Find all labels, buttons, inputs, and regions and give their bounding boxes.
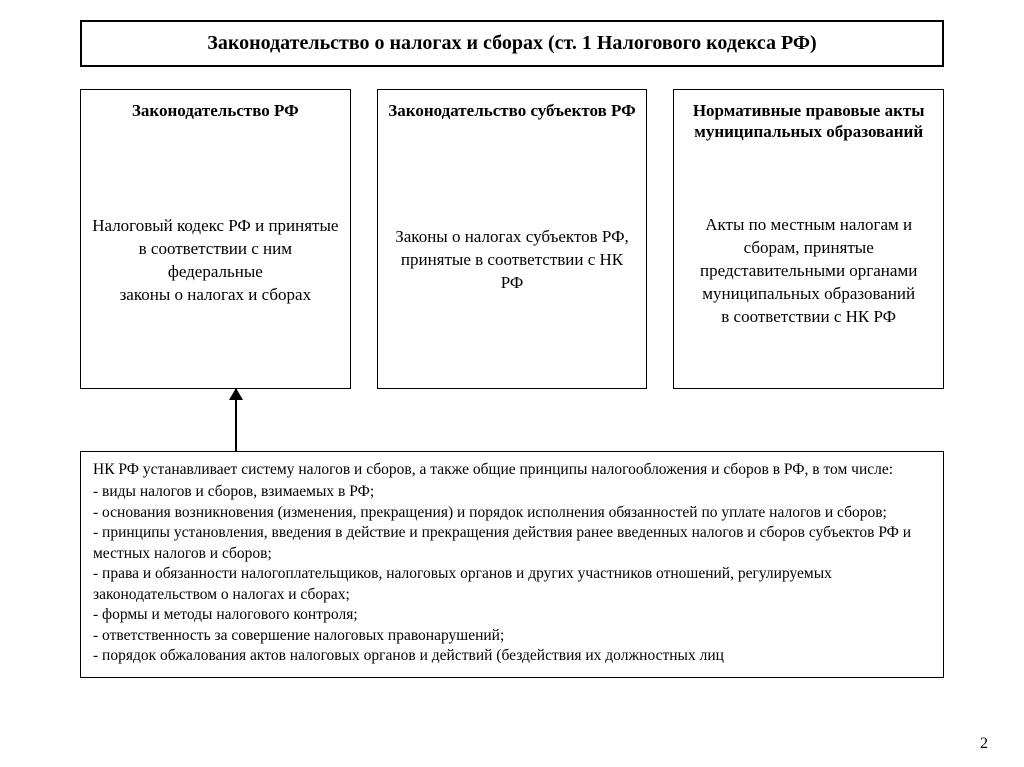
column-2-body: Законы о налогах субъектов РФ, принятые …: [388, 149, 637, 372]
column-1-title: Законодательство РФ: [91, 100, 340, 121]
column-1: Законодательство РФ Налоговый кодекс РФ …: [80, 89, 351, 389]
column-2: Законодательство субъектов РФ Законы о н…: [377, 89, 648, 389]
bottom-item-4: - права и обязанности налогоплательщиков…: [93, 564, 931, 605]
bottom-item-3: - принципы установления, введения в дейс…: [93, 523, 931, 564]
arrow: [80, 389, 984, 451]
column-3: Нормативные правовые акты муниципальных …: [673, 89, 944, 389]
bottom-box: НК РФ устанавливает систему налогов и сб…: [80, 451, 944, 678]
bottom-item-5: - формы и методы налогового контроля;: [93, 605, 931, 625]
page-title: Законодательство о налогах и сборах (ст.…: [207, 32, 816, 54]
page: Законодательство о налогах и сборах (ст.…: [0, 0, 1024, 767]
bottom-item-1: - виды налогов и сборов, взимаемых в РФ;: [93, 482, 931, 502]
bottom-intro: НК РФ устанавливает систему налогов и сб…: [93, 460, 931, 480]
title-box: Законодательство о налогах и сборах (ст.…: [80, 20, 944, 67]
columns-row: Законодательство РФ Налоговый кодекс РФ …: [80, 89, 944, 389]
page-number: 2: [980, 735, 988, 753]
bottom-item-7: - порядок обжалования актов налоговых ор…: [93, 646, 931, 666]
column-3-title: Нормативные правовые акты муниципальных …: [684, 100, 933, 143]
column-3-body: Акты по местным налогам и сборам, принят…: [684, 171, 933, 373]
arrow-line: [235, 389, 237, 451]
bottom-item-6: - ответственность за совершение налоговы…: [93, 626, 931, 646]
column-2-title: Законодательство субъектов РФ: [388, 100, 637, 121]
bottom-item-2: - основания возникновения (изменения, пр…: [93, 503, 931, 523]
column-1-body: Налоговый кодекс РФ и принятые в соответ…: [91, 149, 340, 372]
